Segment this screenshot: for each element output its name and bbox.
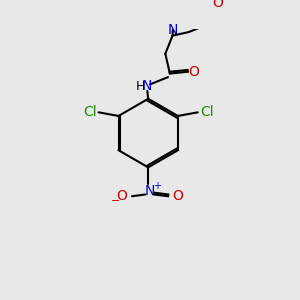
- Text: −: −: [111, 196, 120, 206]
- Text: +: +: [153, 181, 161, 191]
- Text: N: N: [145, 184, 155, 198]
- Text: Cl: Cl: [83, 105, 96, 119]
- Text: O: O: [188, 65, 199, 79]
- Text: N: N: [167, 23, 178, 37]
- Text: Cl: Cl: [200, 105, 214, 119]
- Text: H: H: [135, 80, 145, 93]
- Text: N: N: [142, 79, 152, 93]
- Text: O: O: [172, 189, 183, 203]
- Text: O: O: [117, 189, 128, 203]
- Text: O: O: [212, 0, 223, 10]
